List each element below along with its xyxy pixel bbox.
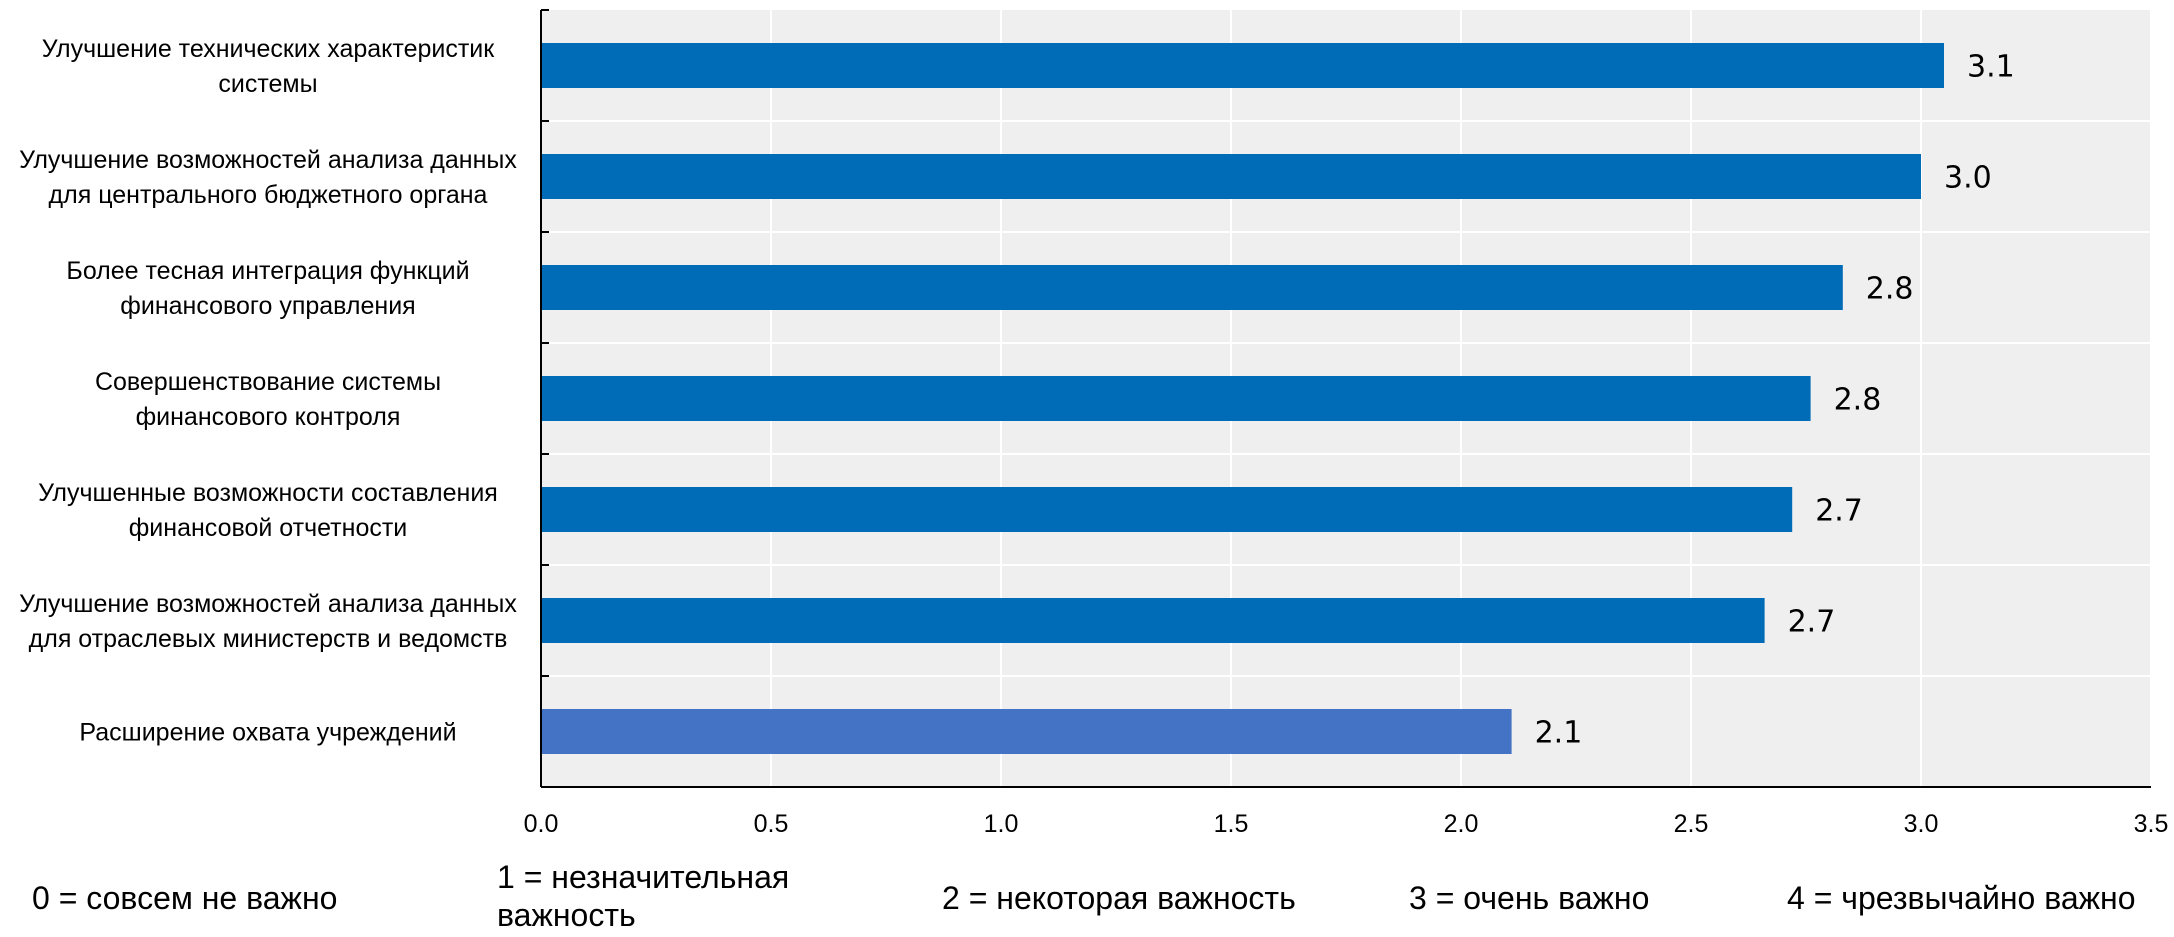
x-tick-label: 0.5: [754, 810, 789, 838]
bar: [541, 487, 1793, 532]
category-label: Улучшение возможностей анализа данных: [19, 590, 517, 618]
data-label: 2.7: [1788, 605, 1836, 640]
data-label: 2.8: [1834, 383, 1882, 418]
scale-note-3: 3 = очень важно: [1409, 880, 1650, 916]
x-tick-label: 1.5: [1214, 810, 1249, 838]
data-label: 3.1: [1967, 50, 2015, 85]
x-tick-label: 1.0: [984, 810, 1019, 838]
data-label: 2.7: [1815, 494, 1863, 529]
category-label: финансового контроля: [136, 403, 401, 431]
category-label: Совершенствование системы: [95, 368, 441, 396]
x-tick-label: 2.0: [1444, 810, 1479, 838]
bar: [541, 43, 1944, 88]
category-label: финансового управления: [120, 292, 415, 320]
scale-note-4: 4 = чрезвычайно важно: [1787, 880, 2136, 916]
data-label: 3.0: [1944, 161, 1992, 196]
scale-note-2: 2 = некоторая важность: [942, 880, 1296, 916]
bar: [541, 376, 1811, 421]
bar: [541, 598, 1765, 643]
category-label: Улучшенные возможности составления: [38, 479, 498, 507]
category-label: Улучшение возможностей анализа данных: [19, 146, 517, 174]
category-label: Более тесная интеграция функций: [66, 257, 469, 285]
category-label: для отраслевых министерств и ведомств: [29, 625, 508, 653]
scale-note-0: 0 = совсем не важно: [32, 880, 338, 916]
category-label: для центрального бюджетного органа: [49, 181, 488, 209]
x-tick-label: 3.5: [2134, 810, 2169, 838]
x-tick-label: 2.5: [1674, 810, 1709, 838]
x-tick-label: 3.0: [1904, 810, 1939, 838]
scale-note-1: 1 = незначительная важность: [497, 859, 790, 933]
category-label: Улучшение технических характеристик: [42, 35, 495, 63]
bar: [541, 709, 1512, 754]
x-tick-label: 0.0: [524, 810, 559, 838]
bar-chart: 3.1 Улучшение технических характеристик си…: [19, 9, 2169, 838]
category-label: финансовой отчетности: [129, 514, 408, 542]
importance-scale-legend: 0 = совсем не важно 1 = незначительная в…: [0, 858, 2174, 937]
bar: [541, 154, 1921, 199]
category-label: Расширение охвата учреждений: [79, 719, 456, 747]
data-label: 2.1: [1535, 716, 1583, 751]
bar: [541, 265, 1843, 310]
data-label: 2.8: [1866, 272, 1914, 307]
category-label: системы: [218, 70, 317, 98]
